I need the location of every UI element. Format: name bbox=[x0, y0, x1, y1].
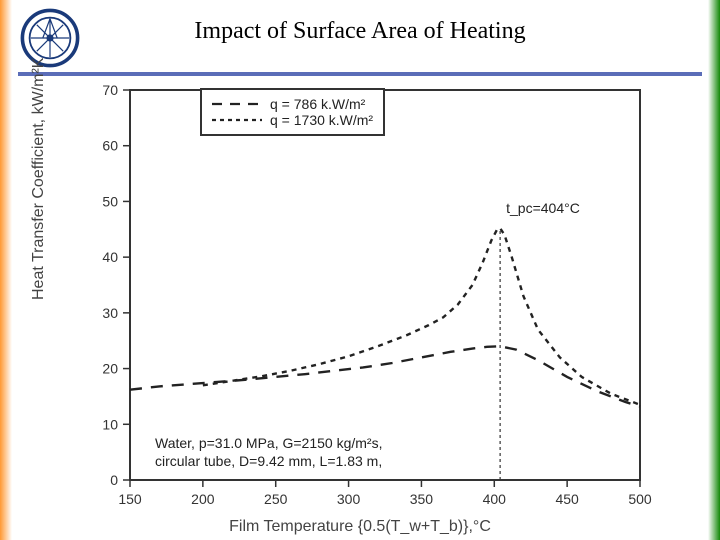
svg-text:250: 250 bbox=[264, 491, 288, 507]
title-divider bbox=[18, 72, 702, 76]
svg-text:40: 40 bbox=[102, 249, 118, 265]
flag-stripe-left bbox=[0, 0, 12, 540]
svg-text:350: 350 bbox=[410, 491, 434, 507]
flag-stripe-right bbox=[708, 0, 720, 540]
svg-text:400: 400 bbox=[483, 491, 507, 507]
legend-item: q = 1730 k.W/m² bbox=[212, 112, 373, 128]
svg-text:70: 70 bbox=[102, 82, 118, 98]
svg-text:20: 20 bbox=[102, 361, 118, 377]
legend-label: q = 786 k.W/m² bbox=[270, 96, 365, 112]
legend-item: q = 786 k.W/m² bbox=[212, 96, 373, 112]
svg-text:0: 0 bbox=[110, 472, 118, 488]
svg-text:150: 150 bbox=[118, 491, 142, 507]
htc-chart: 150200250300350400450500010203040506070 … bbox=[60, 80, 660, 530]
svg-text:10: 10 bbox=[102, 416, 118, 432]
slide-title: Impact of Surface Area of Heating bbox=[0, 18, 720, 45]
svg-text:60: 60 bbox=[102, 138, 118, 154]
svg-text:200: 200 bbox=[191, 491, 215, 507]
peak-annotation: t_pc=404°C bbox=[506, 200, 580, 216]
svg-text:300: 300 bbox=[337, 491, 361, 507]
legend-label: q = 1730 k.W/m² bbox=[270, 112, 373, 128]
y-axis-label: Heat Transfer Coefficient, kW/m²K bbox=[30, 58, 48, 300]
svg-text:500: 500 bbox=[628, 491, 652, 507]
chart-legend: q = 786 k.W/m²q = 1730 k.W/m² bbox=[200, 88, 385, 136]
conditions-text: Water, p=31.0 MPa, G=2150 kg/m²s, circul… bbox=[155, 434, 382, 470]
svg-text:50: 50 bbox=[102, 193, 118, 209]
x-axis-label: Film Temperature {0.5(T_w+T_b)},°C bbox=[60, 518, 660, 536]
conditions-line-1: Water, p=31.0 MPa, G=2150 kg/m²s, bbox=[155, 434, 382, 452]
conditions-line-2: circular tube, D=9.42 mm, L=1.83 m, bbox=[155, 452, 382, 470]
svg-text:450: 450 bbox=[555, 491, 579, 507]
svg-text:30: 30 bbox=[102, 305, 118, 321]
